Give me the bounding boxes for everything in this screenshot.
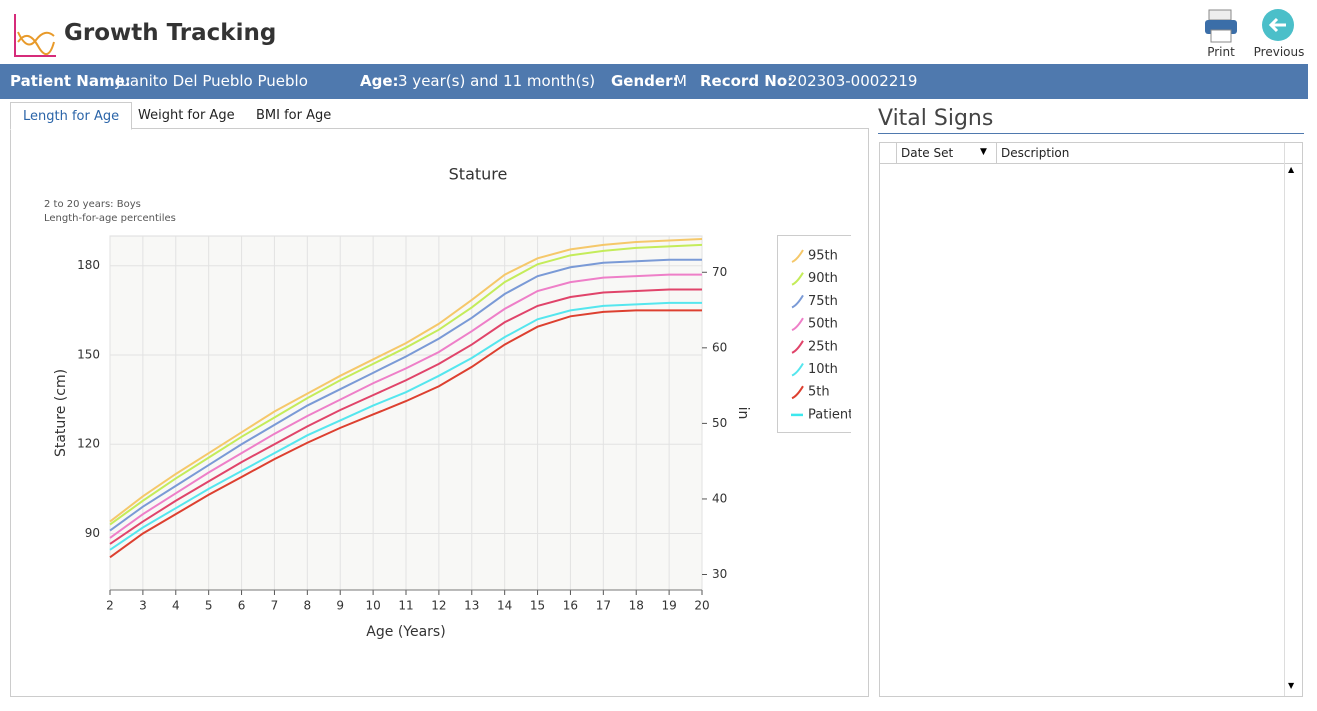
series-line xyxy=(109,243,703,526)
x-tick-label: 15 xyxy=(530,599,545,613)
table-header xyxy=(880,143,1302,164)
series-line xyxy=(109,301,702,551)
x-tick-label: 18 xyxy=(629,599,644,613)
x-tick-label: 4 xyxy=(172,599,180,613)
tab[interactable]: BMI for Age xyxy=(256,108,332,123)
chart-subtitle: Length-for-age percentiles xyxy=(44,213,176,224)
legend-swatch xyxy=(791,272,804,286)
y2-tick-label: 50 xyxy=(712,416,727,430)
legend-box xyxy=(777,235,851,433)
y2-tick-label: 60 xyxy=(712,340,727,354)
y-axis-label: Stature (cm) xyxy=(53,369,69,457)
sort-arrow[interactable]: ▼ xyxy=(980,147,987,157)
y2-tick-label: 70 xyxy=(712,265,727,279)
label: Gender: xyxy=(611,72,679,90)
column-header[interactable]: Description xyxy=(1001,146,1070,160)
tab[interactable]: Weight for Age xyxy=(138,108,235,123)
y2-tick-label: 40 xyxy=(712,491,727,505)
value: Juanito Del Pueblo Pueblo xyxy=(116,72,308,90)
y-tick-label: 150 xyxy=(77,347,100,361)
series-line xyxy=(109,237,703,523)
y-tick-label: 180 xyxy=(77,258,100,272)
value: 3 year(s) and 11 month(s) xyxy=(398,72,596,90)
x-tick-label: 5 xyxy=(205,599,213,613)
app-title: Growth Tracking xyxy=(64,20,277,46)
x-tick-label: 12 xyxy=(431,599,446,613)
x-tick-label: 2 xyxy=(106,599,114,613)
print-icon[interactable] xyxy=(1203,8,1239,44)
column-header[interactable]: Date Set xyxy=(901,146,954,160)
divider xyxy=(996,143,997,163)
scrollbar[interactable] xyxy=(1284,143,1285,696)
scroll-down[interactable]: ▼ xyxy=(1288,681,1295,690)
y-tick-label: 120 xyxy=(77,437,100,451)
x-axis-label: Age (Years) xyxy=(366,624,445,640)
chart-subtitle: 2 to 20 years: Boys xyxy=(44,199,141,210)
x-tick-label: 7 xyxy=(271,599,279,613)
vital-signs-table: ▼ ▲ ▼ xyxy=(879,142,1303,697)
x-tick-label: 6 xyxy=(238,599,246,613)
print-button[interactable]: Print xyxy=(1207,45,1235,59)
x-tick-label: 13 xyxy=(464,599,479,613)
legend-label: 10th xyxy=(808,362,838,377)
legend-label: 25th xyxy=(808,339,838,354)
legend-swatch xyxy=(791,294,804,309)
x-tick-label: 8 xyxy=(304,599,312,613)
y2-axis-label: in xyxy=(735,407,751,420)
legend-label: Patient xyxy=(808,407,853,422)
legend-swatch xyxy=(791,340,804,354)
legend-swatch xyxy=(791,385,804,400)
logo xyxy=(14,14,56,57)
legend-label: 5th xyxy=(808,385,830,400)
legend: 95th 90th 75th 50th 25th 10th 5th Patient xyxy=(777,235,853,433)
vital-signs-title: Vital Signs xyxy=(878,106,1304,134)
previous-icon[interactable] xyxy=(1261,8,1295,42)
legend-label: 90th xyxy=(808,271,838,286)
x-tick-label: 19 xyxy=(661,599,676,613)
label: Record No: xyxy=(700,72,794,90)
y-tick-label: 90 xyxy=(85,526,100,540)
x-tick-label: 3 xyxy=(139,599,147,613)
value: M xyxy=(674,72,687,90)
series-line xyxy=(109,309,702,559)
divider xyxy=(896,143,897,163)
chart-panel xyxy=(10,128,869,697)
x-tick-label: 17 xyxy=(596,599,611,613)
legend-label: 75th xyxy=(808,294,838,309)
value: 202303-0002219 xyxy=(788,72,918,90)
tab[interactable]: Length for Age xyxy=(10,102,133,130)
x-tick-label: 11 xyxy=(398,599,413,613)
legend-label: 95th xyxy=(808,249,838,264)
x-tick-label: 16 xyxy=(563,599,578,613)
previous-button[interactable]: Previous xyxy=(1253,45,1305,59)
scroll-up[interactable]: ▲ xyxy=(1288,165,1295,174)
x-tick-label: 14 xyxy=(497,599,512,613)
patient-bar: Patient Name: Juanito Del Pueblo Pueblo … xyxy=(0,64,1308,99)
x-tick-label: 9 xyxy=(336,599,344,613)
series-line xyxy=(109,273,702,539)
series-line xyxy=(109,288,702,545)
legend-swatch xyxy=(791,362,804,377)
legend-label: 50th xyxy=(808,317,838,332)
x-tick-label: 10 xyxy=(365,599,380,613)
series-line xyxy=(109,258,702,532)
label: Age: xyxy=(360,72,399,90)
x-tick-label: 20 xyxy=(694,599,709,613)
legend-swatch xyxy=(791,249,804,263)
label: Patient Name: xyxy=(10,72,131,90)
chart-title: Stature xyxy=(449,165,508,184)
y2-tick-label: 30 xyxy=(712,567,727,581)
legend-swatch xyxy=(791,317,804,332)
